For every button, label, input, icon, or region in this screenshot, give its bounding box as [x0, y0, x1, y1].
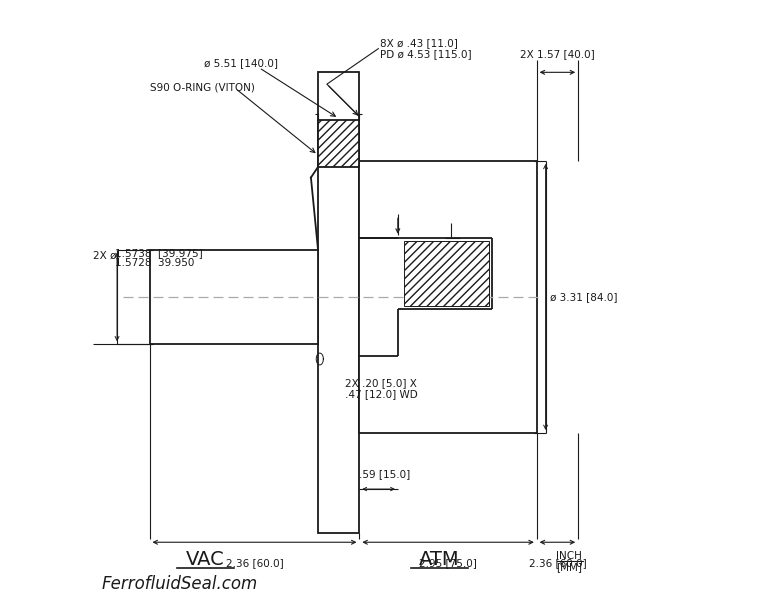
Text: .47 [12.0] WD: .47 [12.0] WD: [344, 389, 418, 399]
Text: 2.36 [60.0]: 2.36 [60.0]: [529, 558, 586, 568]
Text: FerrofluidSeal.com: FerrofluidSeal.com: [101, 575, 257, 592]
Text: 8X ø .43 [11.0]: 8X ø .43 [11.0]: [380, 38, 458, 48]
Bar: [360, 161, 537, 433]
Text: ø 5.51 [140.0]: ø 5.51 [140.0]: [204, 58, 278, 69]
Text: 2.36 [60.0]: 2.36 [60.0]: [225, 558, 283, 568]
Text: 2X .20 [5.0] X: 2X .20 [5.0] X: [344, 378, 417, 387]
Bar: [404, 241, 489, 306]
Text: [MM]: [MM]: [557, 562, 582, 572]
Text: S90 O-RING (VITON): S90 O-RING (VITON): [150, 82, 255, 92]
Text: PD ø 4.53 [115.0]: PD ø 4.53 [115.0]: [380, 49, 472, 60]
Text: 2.95 [75.0]: 2.95 [75.0]: [419, 558, 477, 568]
Text: VAC: VAC: [186, 551, 225, 570]
Text: ATM: ATM: [419, 551, 459, 570]
Text: 1.5738  [39.975]: 1.5738 [39.975]: [115, 247, 203, 257]
Bar: [318, 120, 360, 167]
Bar: [318, 72, 360, 533]
Text: .59 [15.0]: .59 [15.0]: [359, 469, 410, 479]
Text: 1.5728  39.950: 1.5728 39.950: [115, 257, 195, 268]
Text: ø 3.31 [84.0]: ø 3.31 [84.0]: [550, 292, 618, 302]
Bar: [150, 250, 318, 344]
Text: 2X 1.57 [40.0]: 2X 1.57 [40.0]: [520, 49, 594, 60]
Text: INCH: INCH: [557, 551, 582, 561]
Text: 2X ø: 2X ø: [93, 250, 117, 260]
